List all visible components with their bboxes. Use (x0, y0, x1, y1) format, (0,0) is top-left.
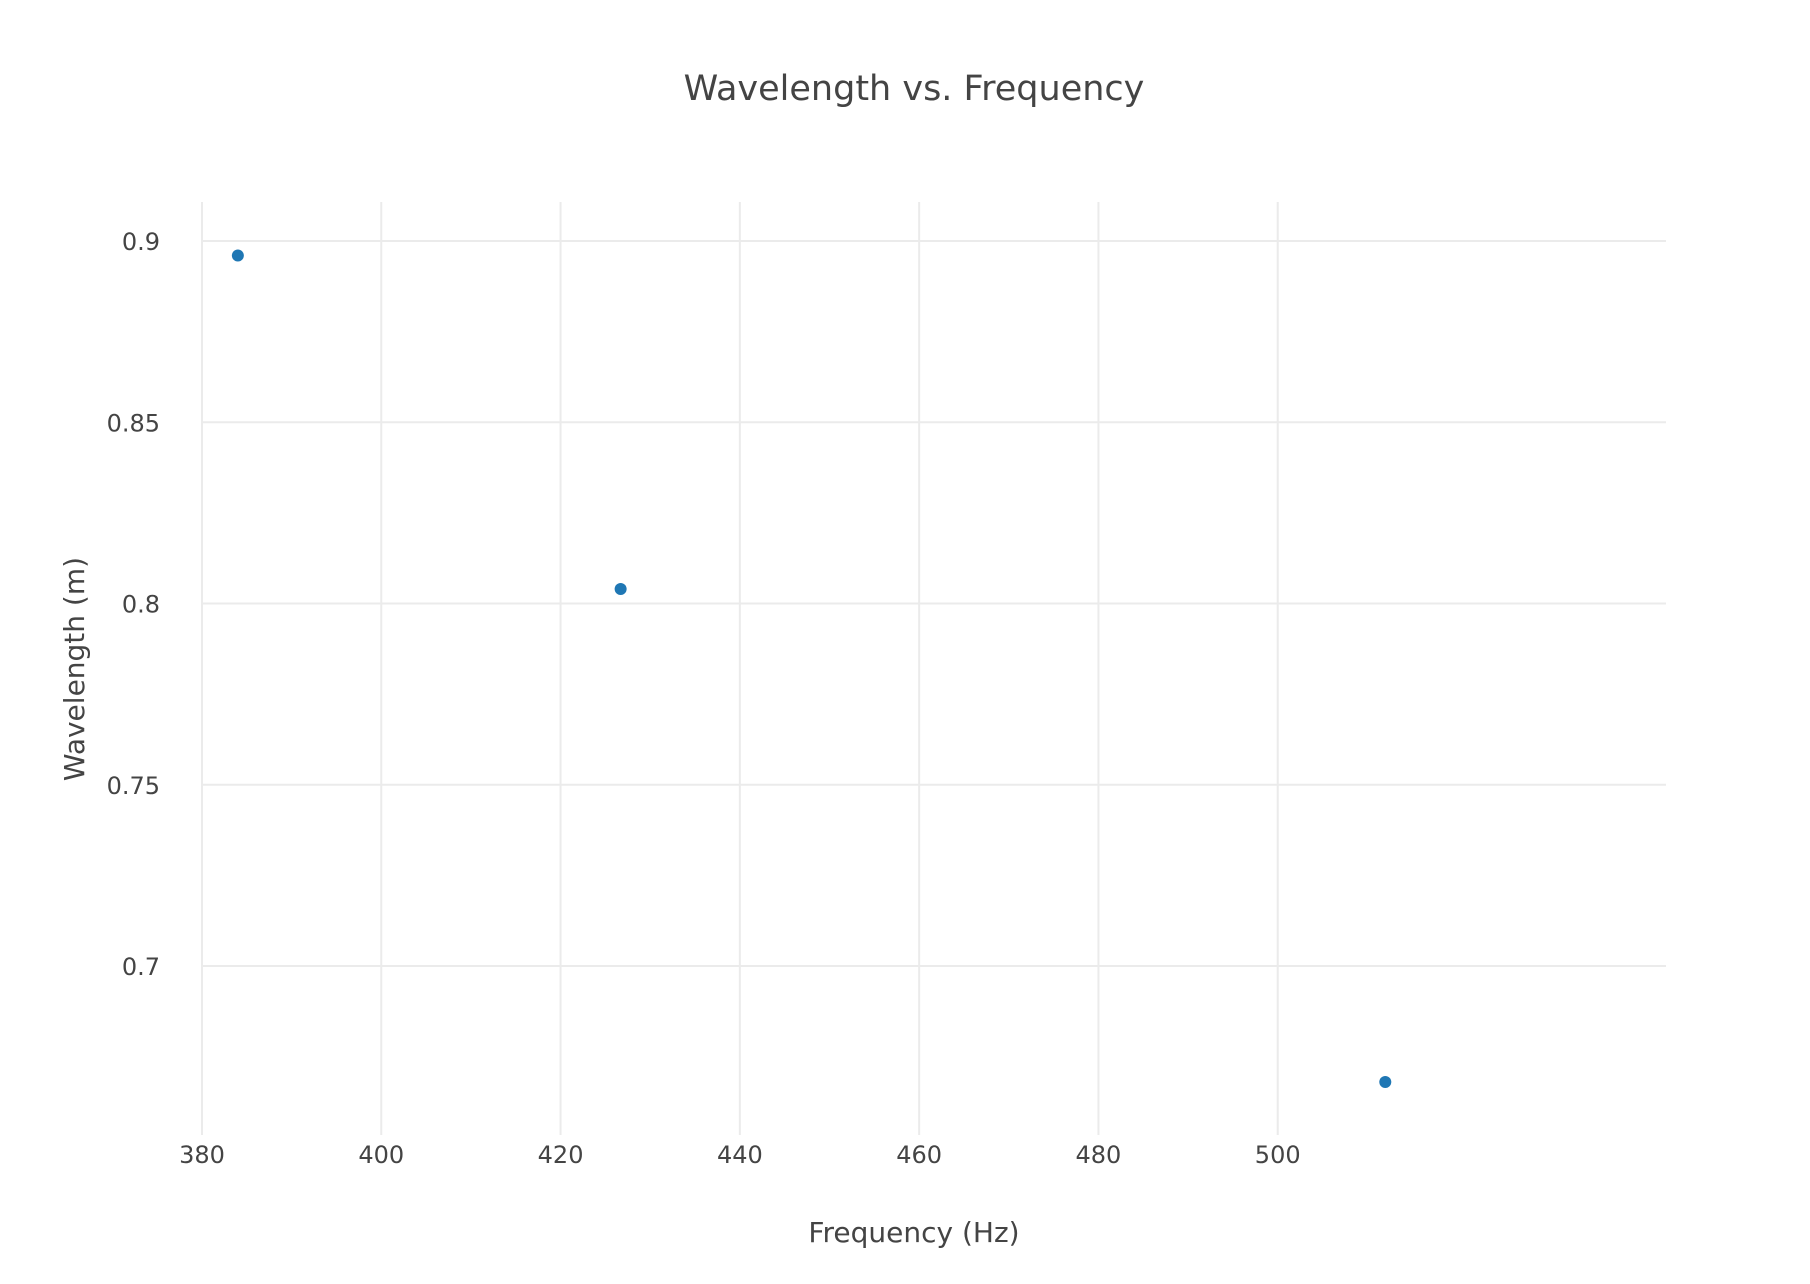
data-point (231, 249, 244, 262)
grid (201, 202, 1666, 1135)
y-tick-label: 0.85 (107, 409, 160, 437)
tick-labels: 380 400 420 440 460 480 500 0.7 0.75 0.8 0.85 0.9 (107, 228, 1301, 1169)
data-points (231, 249, 1392, 1088)
x-tick-label: 460 (896, 1141, 942, 1169)
x-tick-label: 500 (1255, 1141, 1301, 1169)
y-tick-label: 0.7 (122, 953, 160, 981)
x-tick-label: 400 (358, 1141, 404, 1169)
chart-title: Wavelength vs. Frequency (684, 69, 1145, 109)
x-tick-label: 480 (1076, 1141, 1122, 1169)
y-tick-label: 0.8 (122, 591, 160, 619)
y-axis-title: Wavelength (m) (58, 557, 91, 781)
y-tick-label: 0.9 (122, 228, 160, 256)
y-tick-label: 0.75 (107, 772, 160, 800)
x-tick-label: 440 (717, 1141, 763, 1169)
x-axis-title: Frequency (Hz) (808, 1216, 1019, 1249)
data-point (1379, 1076, 1392, 1088)
x-tick-label: 380 (179, 1141, 225, 1169)
data-point (614, 583, 627, 595)
x-tick-label: 420 (538, 1141, 584, 1169)
